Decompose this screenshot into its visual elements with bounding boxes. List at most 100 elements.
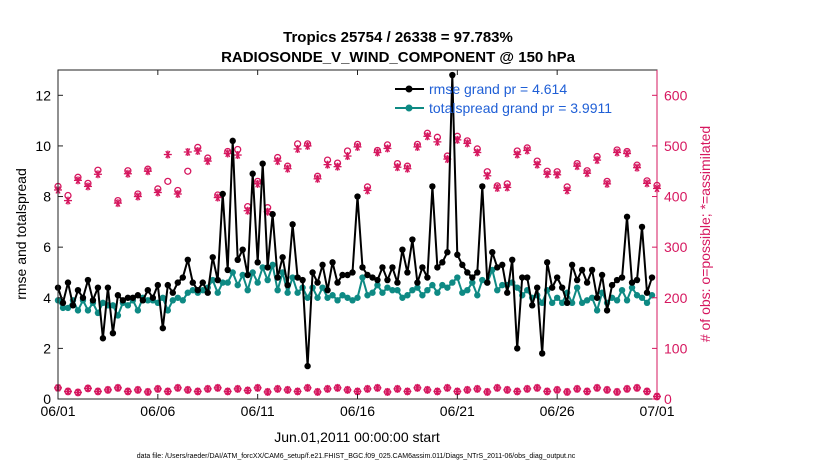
- rmse-line: [57, 74, 653, 368]
- rmse-point: [369, 274, 376, 281]
- obs-assimilated-marker: [203, 384, 212, 393]
- obs-assimilated-marker: [63, 196, 72, 205]
- obs-assimilated-marker: [443, 383, 452, 392]
- rmse-point: [628, 279, 636, 286]
- obs-assimilated-marker: [533, 160, 542, 169]
- rmse-point: [69, 302, 77, 309]
- obs-assimilated-marker: [193, 146, 202, 155]
- obs-assimilated-marker: [623, 149, 632, 158]
- obs-assimilated-marker: [333, 162, 342, 171]
- obs-assimilated-marker: [473, 384, 482, 393]
- rmse-point: [319, 261, 326, 269]
- rmse-point: [199, 279, 206, 286]
- rmse-point: [64, 279, 72, 286]
- totalspread-point: [638, 294, 646, 301]
- totalspread-point: [134, 307, 142, 314]
- rmse-point: [84, 276, 92, 284]
- x-tick-label: 06/16: [340, 403, 375, 419]
- rmse-point: [548, 284, 556, 291]
- rmse-point: [204, 289, 211, 296]
- obs-assimilated-marker: [103, 385, 112, 394]
- obs-assimilated-marker: [303, 141, 312, 150]
- rmse-point: [289, 221, 296, 228]
- obs-assimilated-marker: [573, 162, 582, 171]
- totalspread-point: [189, 286, 196, 294]
- totalspread-point: [339, 292, 346, 299]
- rmse-point: [304, 362, 311, 370]
- obs-assimilated-marker: [213, 193, 222, 202]
- rmse-point: [444, 249, 451, 256]
- rmse-point: [568, 261, 576, 269]
- rmse-point: [129, 294, 137, 301]
- y-tick-label-right: 100: [664, 340, 688, 356]
- rmse-point: [489, 249, 496, 256]
- obs-assimilated-marker: [313, 387, 322, 396]
- totalspread-point: [214, 289, 221, 296]
- obs-assimilated-marker: [183, 147, 192, 156]
- rmse-point: [553, 274, 561, 281]
- obs-assimilated-marker: [273, 384, 282, 393]
- rmse-point: [284, 281, 291, 289]
- obs-assimilated-marker: [503, 183, 512, 192]
- obs-possible-marker: [184, 167, 192, 175]
- rmse-point: [474, 269, 481, 276]
- obs-assimilated-marker: [193, 387, 202, 396]
- rmse-point: [179, 274, 186, 281]
- totalspread-point: [399, 294, 406, 301]
- rmse-point: [309, 269, 316, 276]
- rmse-point: [219, 190, 226, 198]
- rmse-point: [638, 223, 646, 231]
- totalspread-point: [64, 304, 72, 312]
- totalspread-point: [419, 292, 426, 299]
- totalspread-point: [429, 281, 436, 289]
- rmse-point: [558, 284, 566, 291]
- rmse-point: [454, 251, 461, 258]
- totalspread-point: [384, 284, 391, 291]
- rmse-point: [99, 335, 107, 342]
- totalspread-point: [254, 279, 261, 286]
- x-tick-label: 06/26: [540, 403, 575, 419]
- obs-assimilated-marker: [323, 160, 332, 169]
- totalspread-point: [469, 279, 476, 286]
- totalspread-point: [59, 304, 67, 312]
- obs-assimilated-marker: [393, 163, 402, 172]
- y-tick-label-right: 200: [664, 290, 688, 306]
- totalspread-point: [209, 276, 216, 284]
- totalspread-point: [553, 294, 561, 301]
- obs-assimilated-marker: [503, 385, 512, 394]
- rmse-point: [194, 286, 201, 294]
- obs-assimilated-marker: [343, 152, 352, 161]
- rmse-point: [89, 297, 97, 304]
- obs-assimilated-marker: [543, 387, 552, 396]
- totalspread-point: [548, 299, 556, 307]
- rmse-point: [459, 261, 466, 269]
- obs-assimilated-marker: [123, 169, 132, 178]
- obs-assimilated-marker: [563, 387, 572, 396]
- x-tick-label: 07/01: [639, 403, 674, 419]
- totalspread-point: [588, 294, 596, 301]
- y-tick-label-left: 6: [43, 239, 51, 255]
- totalspread-point: [389, 286, 396, 294]
- rmse-point: [613, 276, 621, 284]
- totalspread-point: [144, 297, 152, 304]
- totalspread-point: [424, 286, 431, 294]
- rmse-point: [429, 183, 436, 190]
- rmse-point: [134, 292, 142, 299]
- totalspread-point: [304, 294, 311, 301]
- data-file-footer: data file: /Users/raeder/DAI/ATM_forcXX/…: [137, 453, 576, 460]
- totalspread-point: [244, 286, 251, 294]
- rmse-point: [254, 259, 261, 266]
- totalspread-point: [439, 281, 446, 289]
- obs-assimilated-marker: [123, 387, 132, 396]
- totalspread-point: [374, 281, 381, 289]
- totalspread-point: [494, 286, 501, 294]
- legend-rmse-marker: [405, 85, 413, 93]
- obs-assimilated-marker: [363, 384, 372, 393]
- obs-assimilated-marker: [593, 156, 602, 165]
- obs-assimilated-marker: [283, 385, 292, 394]
- obs-assimilated-marker: [493, 183, 502, 192]
- totalspread-point: [499, 281, 506, 289]
- obs-assimilated-marker: [93, 170, 102, 179]
- obs-assimilated-marker: [493, 383, 502, 392]
